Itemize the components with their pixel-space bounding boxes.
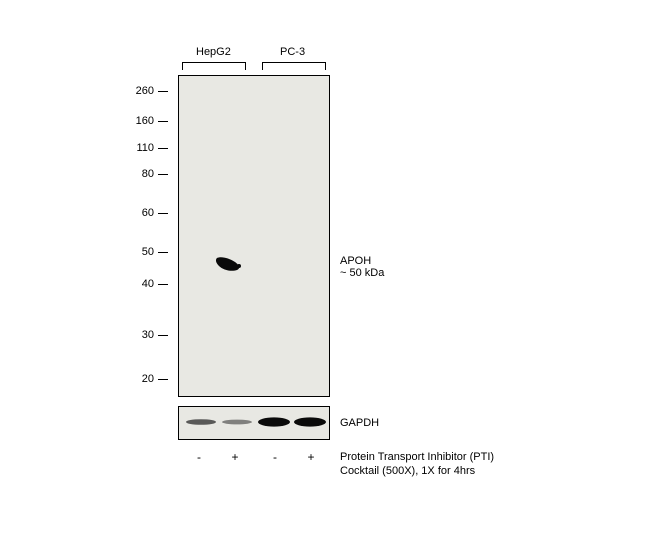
mw-tick-60 — [158, 213, 168, 214]
gapdh-bands-svg — [179, 407, 331, 441]
treatment-lane4: + — [304, 450, 318, 464]
mw-tick-20 — [158, 379, 168, 380]
mw-tick-160 — [158, 121, 168, 122]
treatment-caption-line1: Protein Transport Inhibitor (PTI) — [340, 450, 494, 464]
mw-tick-40 — [158, 284, 168, 285]
treatment-lane1: - — [192, 450, 206, 464]
mw-label-20: 20 — [124, 373, 154, 385]
mw-label-260: 260 — [124, 85, 154, 97]
mw-label-160: 160 — [124, 115, 154, 127]
annotation-apoh-mw: ~ 50 kDa — [340, 267, 384, 279]
western-blot-figure: HepG2 PC-3 260 160 110 80 60 50 4 — [0, 0, 650, 546]
annotation-gapdh: GAPDH — [340, 417, 379, 429]
apoh-band-svg — [179, 76, 331, 398]
mw-label-80: 80 — [124, 168, 154, 180]
sample-bracket-pc3 — [262, 62, 326, 70]
treatment-caption-line2: Cocktail (500X), 1X for 4hrs — [340, 464, 494, 478]
annotation-apoh-name: APOH — [340, 255, 384, 267]
mw-label-30: 30 — [124, 329, 154, 341]
mw-label-60: 60 — [124, 207, 154, 219]
blot-membrane-apoh — [178, 75, 330, 397]
mw-tick-50 — [158, 252, 168, 253]
sample-bracket-hepg2 — [182, 62, 246, 70]
blot-membrane-gapdh — [178, 406, 330, 440]
mw-label-40: 40 — [124, 278, 154, 290]
mw-tick-30 — [158, 335, 168, 336]
mw-tick-260 — [158, 91, 168, 92]
sample-label-hepg2: HepG2 — [196, 46, 231, 58]
mw-label-110: 110 — [124, 142, 154, 154]
mw-label-50: 50 — [124, 246, 154, 258]
treatment-caption: Protein Transport Inhibitor (PTI) Cockta… — [340, 450, 494, 479]
mw-tick-80 — [158, 174, 168, 175]
annotation-apoh: APOH ~ 50 kDa — [340, 255, 384, 279]
treatment-lane3: - — [268, 450, 282, 464]
mw-tick-110 — [158, 148, 168, 149]
sample-label-pc3: PC-3 — [280, 46, 305, 58]
treatment-lane2: + — [228, 450, 242, 464]
